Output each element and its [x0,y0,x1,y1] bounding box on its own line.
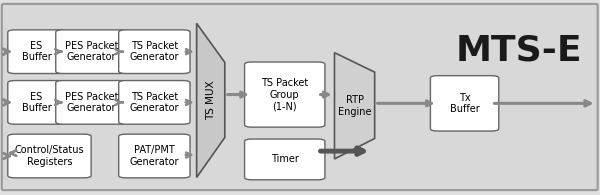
Text: Control/Status
Registers: Control/Status Registers [14,145,84,167]
Text: PAT/PMT
Generator: PAT/PMT Generator [130,145,179,167]
FancyBboxPatch shape [119,30,190,74]
FancyBboxPatch shape [8,81,65,124]
FancyBboxPatch shape [56,81,127,124]
Text: Tx
Buffer: Tx Buffer [450,93,479,114]
FancyBboxPatch shape [119,81,190,124]
Text: ES
Buffer: ES Buffer [22,92,52,113]
FancyBboxPatch shape [245,139,325,180]
FancyBboxPatch shape [119,134,190,178]
Text: Timer: Timer [271,154,299,164]
Text: TS Packet
Generator: TS Packet Generator [130,92,179,113]
FancyBboxPatch shape [2,4,598,190]
Polygon shape [197,23,225,177]
Text: RTP
Engine: RTP Engine [338,95,371,117]
Text: ES
Buffer: ES Buffer [22,41,52,62]
Text: PES Packet
Generator: PES Packet Generator [65,41,118,62]
Text: MTS-E: MTS-E [455,34,582,68]
Text: PES Packet
Generator: PES Packet Generator [65,92,118,113]
FancyBboxPatch shape [245,62,325,127]
Polygon shape [335,53,374,159]
FancyBboxPatch shape [8,134,91,178]
FancyBboxPatch shape [56,30,127,74]
FancyBboxPatch shape [430,76,499,131]
Text: TS Packet
Group
(1-N): TS Packet Group (1-N) [261,78,308,111]
FancyBboxPatch shape [8,30,65,74]
Text: TS Packet
Generator: TS Packet Generator [130,41,179,62]
Text: TS MUX: TS MUX [206,81,216,120]
